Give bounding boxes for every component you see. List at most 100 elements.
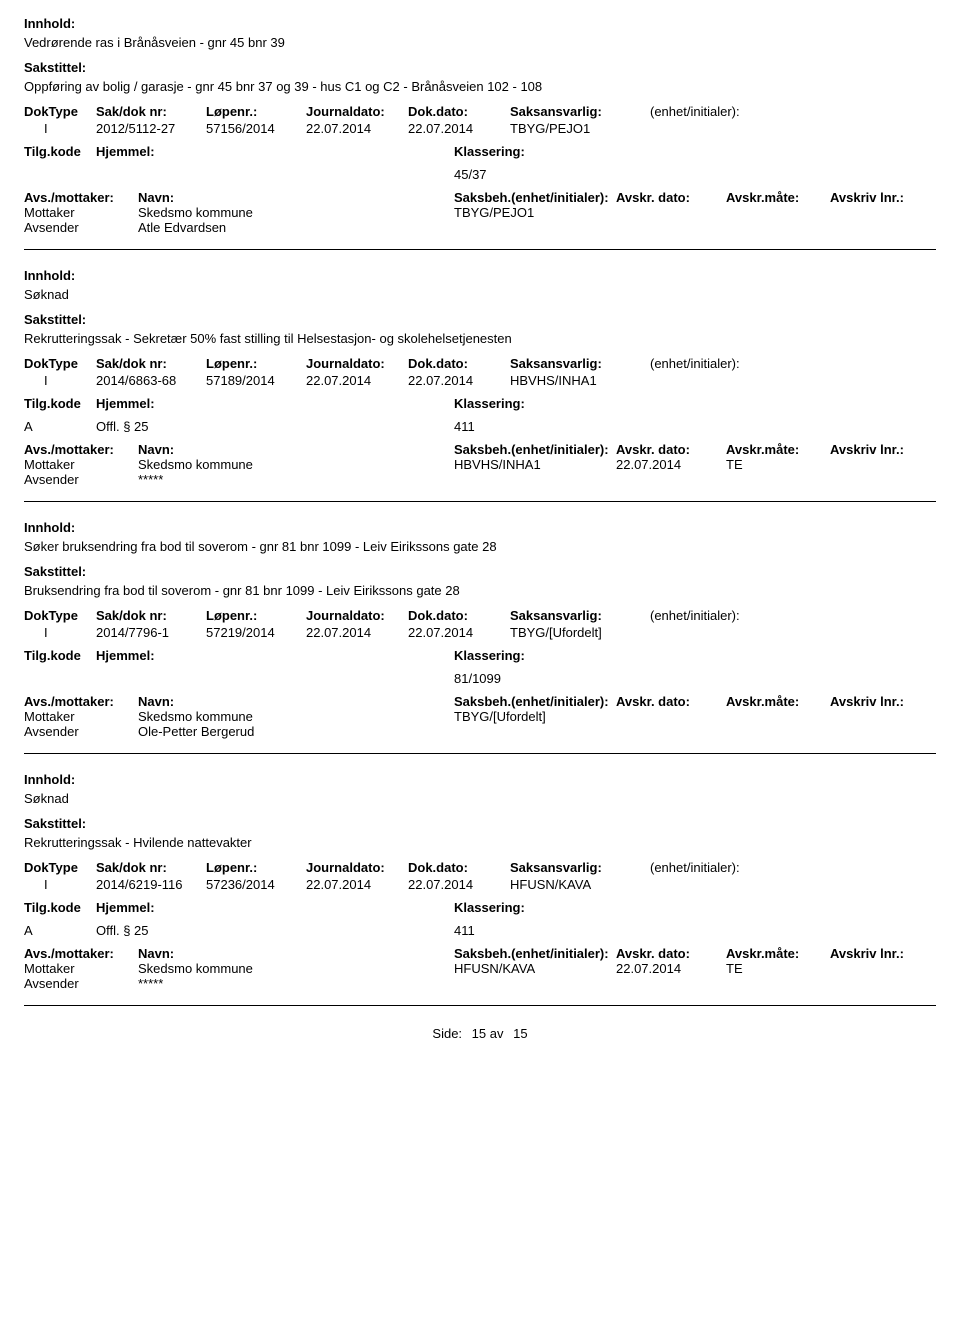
lopenr-header: Løpenr.:	[206, 356, 306, 371]
saksbeh-header: Saksbeh.(enhet/initialer):	[454, 190, 616, 205]
innhold-label: Innhold:	[24, 772, 936, 787]
tilgkode-header: Tilg.kode	[24, 648, 96, 663]
avskrmate-header: Avskr.måte:	[726, 694, 830, 709]
saksbeh-value: HFUSN/KAVA	[454, 961, 616, 976]
klassering-value: 45/37	[454, 167, 936, 182]
sakstittel-label: Sakstittel:	[24, 564, 936, 579]
avskrmate-header: Avskr.måte:	[726, 190, 830, 205]
avsmottaker-header: Avs./mottaker:	[24, 946, 138, 961]
data-row: I 2014/6863-68 57189/2014 22.07.2014 22.…	[24, 373, 936, 388]
columns-header: DokType Sak/dok nr: Løpenr.: Journaldato…	[24, 860, 936, 875]
avskrmate-value: TE	[726, 457, 830, 472]
sakdok-value: 2014/7796-1	[96, 625, 206, 640]
data-row: I 2014/6219-116 57236/2014 22.07.2014 22…	[24, 877, 936, 892]
tilgkode-value	[24, 167, 96, 182]
avsender-label: Avsender	[24, 472, 138, 487]
lopenr-header: Løpenr.:	[206, 104, 306, 119]
tilgkode-value: A	[24, 419, 96, 434]
enhet-header: (enhet/initialer):	[650, 104, 936, 119]
avskrdato-header: Avskr. dato:	[616, 694, 726, 709]
columns-header: DokType Sak/dok nr: Løpenr.: Journaldato…	[24, 608, 936, 623]
tilg-header: Tilg.kode Hjemmel: Klassering:	[24, 144, 936, 159]
journaldato-header: Journaldato:	[306, 608, 408, 623]
avsmottaker-header: Avs./mottaker:	[24, 442, 138, 457]
avskrdato-value	[616, 205, 726, 220]
saksansvarlig-header: Saksansvarlig:	[510, 104, 650, 119]
saksansvarlig-value: TBYG/[Ufordelt]	[510, 625, 650, 640]
enhet-header: (enhet/initialer):	[650, 608, 936, 623]
sakdok-value: 2012/5112-27	[96, 121, 206, 136]
tilg-header: Tilg.kode Hjemmel: Klassering:	[24, 900, 936, 915]
saksbeh-header: Saksbeh.(enhet/initialer):	[454, 442, 616, 457]
avskrdato-header: Avskr. dato:	[616, 190, 726, 205]
saksansvarlig-header: Saksansvarlig:	[510, 608, 650, 623]
avsender-row: Avsender *****	[24, 976, 936, 991]
klassering-value: 411	[454, 419, 936, 434]
hjemmel-header: Hjemmel:	[96, 648, 454, 663]
tilgkode-header: Tilg.kode	[24, 396, 96, 411]
hjemmel-header: Hjemmel:	[96, 144, 454, 159]
avs-header: Avs./mottaker: Navn: Saksbeh.(enhet/init…	[24, 190, 936, 205]
doktype-header: DokType	[24, 104, 96, 119]
avskrmate-value	[726, 205, 830, 220]
sakstittel-label: Sakstittel:	[24, 60, 936, 75]
doktype-header: DokType	[24, 356, 96, 371]
hjemmel-value: Offl. § 25	[96, 419, 454, 434]
avsender-row: Avsender Atle Edvardsen	[24, 220, 936, 235]
tilg-header: Tilg.kode Hjemmel: Klassering:	[24, 396, 936, 411]
saksbeh-value: TBYG/PEJO1	[454, 205, 616, 220]
mottaker-navn: Skedsmo kommune	[138, 205, 454, 220]
avskrdato-header: Avskr. dato:	[616, 946, 726, 961]
avsmottaker-header: Avs./mottaker:	[24, 190, 138, 205]
columns-header: DokType Sak/dok nr: Løpenr.: Journaldato…	[24, 356, 936, 371]
mottaker-row: Mottaker Skedsmo kommune HFUSN/KAVA 22.0…	[24, 961, 936, 976]
avskrmate-header: Avskr.måte:	[726, 442, 830, 457]
mottaker-row: Mottaker Skedsmo kommune TBYG/PEJO1	[24, 205, 936, 220]
mottaker-row: Mottaker Skedsmo kommune TBYG/[Ufordelt]	[24, 709, 936, 724]
data-row: I 2012/5112-27 57156/2014 22.07.2014 22.…	[24, 121, 936, 136]
enhet-header: (enhet/initialer):	[650, 356, 936, 371]
avskrmate-value	[726, 709, 830, 724]
dokdato-value: 22.07.2014	[408, 877, 510, 892]
sakstittel-label: Sakstittel:	[24, 816, 936, 831]
innhold-text: Vedrørende ras i Brånåsveien - gnr 45 bn…	[24, 35, 936, 50]
sakdok-header: Sak/dok nr:	[96, 608, 206, 623]
hjemmel-value	[96, 167, 454, 182]
mottaker-label: Mottaker	[24, 709, 138, 724]
dokdato-value: 22.07.2014	[408, 121, 510, 136]
journaldato-header: Journaldato:	[306, 104, 408, 119]
hjemmel-header: Hjemmel:	[96, 900, 454, 915]
lopenr-header: Løpenr.:	[206, 860, 306, 875]
tilgkode-value: A	[24, 923, 96, 938]
avsender-navn: *****	[138, 472, 454, 487]
avskrdato-header: Avskr. dato:	[616, 442, 726, 457]
avskrivlnr-header: Avskriv lnr.:	[830, 442, 936, 457]
klassering-value: 411	[454, 923, 936, 938]
lopenr-value: 57189/2014	[206, 373, 306, 388]
lopenr-value: 57236/2014	[206, 877, 306, 892]
dokdato-header: Dok.dato:	[408, 860, 510, 875]
dokdato-header: Dok.dato:	[408, 356, 510, 371]
hjemmel-value: Offl. § 25	[96, 923, 454, 938]
avsender-navn: Atle Edvardsen	[138, 220, 454, 235]
avsender-label: Avsender	[24, 976, 138, 991]
sakstittel-text: Rekrutteringssak - Hvilende nattevakter	[24, 835, 936, 850]
avskrivlnr-header: Avskriv lnr.:	[830, 946, 936, 961]
sakstittel-text: Bruksendring fra bod til soverom - gnr 8…	[24, 583, 936, 598]
dokdato-header: Dok.dato:	[408, 608, 510, 623]
doktype-header: DokType	[24, 608, 96, 623]
dokdato-value: 22.07.2014	[408, 373, 510, 388]
journaldato-value: 22.07.2014	[306, 877, 408, 892]
avsender-row: Avsender Ole-Petter Bergerud	[24, 724, 936, 739]
journaldato-header: Journaldato:	[306, 356, 408, 371]
sakdok-header: Sak/dok nr:	[96, 356, 206, 371]
journal-record: Innhold: Søker bruksendring fra bod til …	[24, 520, 936, 754]
data-row: I 2014/7796-1 57219/2014 22.07.2014 22.0…	[24, 625, 936, 640]
columns-header: DokType Sak/dok nr: Løpenr.: Journaldato…	[24, 104, 936, 119]
avskrdato-value: 22.07.2014	[616, 961, 726, 976]
enhet-header: (enhet/initialer):	[650, 860, 936, 875]
klassering-value: 81/1099	[454, 671, 936, 686]
tilgkode-value	[24, 671, 96, 686]
avskrmate-value: TE	[726, 961, 830, 976]
innhold-text: Søknad	[24, 791, 936, 806]
